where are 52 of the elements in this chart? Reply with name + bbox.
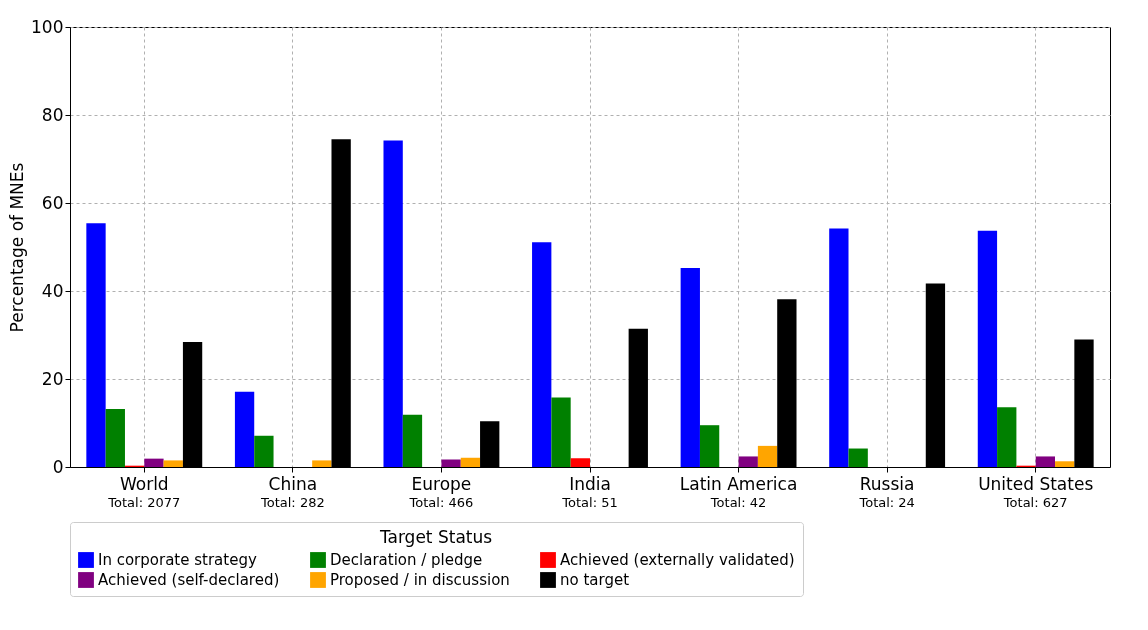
bar xyxy=(551,397,571,467)
bar xyxy=(402,414,423,467)
bar xyxy=(829,228,849,467)
bar xyxy=(1055,461,1075,467)
legend-title: Target Status xyxy=(378,527,493,547)
bar xyxy=(312,460,332,467)
bar xyxy=(699,425,720,467)
text: Total: 2077 xyxy=(107,495,181,510)
bar xyxy=(163,460,183,467)
legend-label: Proposed / in discussion xyxy=(330,571,510,589)
y-tick-label: 80 xyxy=(41,104,64,125)
bar xyxy=(977,230,998,467)
bar xyxy=(144,458,164,467)
y-tick-label: 100 xyxy=(31,16,64,37)
bar xyxy=(848,448,868,467)
bar xyxy=(570,458,590,467)
legend-label: Declaration / pledge xyxy=(330,551,483,569)
bar xyxy=(86,223,106,467)
x-tick-label: Europe xyxy=(411,473,472,494)
y-tick-label: 60 xyxy=(41,192,64,213)
legend-label: Achieved (externally validated) xyxy=(560,551,795,569)
legend-label: Achieved (self-declared) xyxy=(98,571,280,589)
legend-label: In corporate strategy xyxy=(98,551,257,569)
y-tick-label: 0 xyxy=(52,456,64,477)
y-axis-title: Percentage of MNEs xyxy=(7,162,28,333)
bar xyxy=(254,435,274,467)
text: Total: 51 xyxy=(561,495,618,510)
text: Total: 627 xyxy=(1002,495,1068,510)
bar xyxy=(997,407,1017,467)
bar xyxy=(532,242,552,467)
bar xyxy=(234,391,255,467)
x-tick-label: Russia xyxy=(859,473,915,494)
x-tick-label: Latin America xyxy=(679,473,798,494)
legend-label: no target xyxy=(560,571,630,589)
y-tick-label: 20 xyxy=(41,368,64,389)
bar xyxy=(1035,456,1056,467)
bar xyxy=(460,457,481,467)
bar xyxy=(680,268,700,467)
text: Total: 42 xyxy=(709,495,767,510)
bar xyxy=(383,140,403,467)
bar xyxy=(441,459,461,467)
bar xyxy=(105,408,125,467)
x-tick-label: China xyxy=(268,473,318,494)
x-tick-label: World xyxy=(119,473,169,494)
x-tick-label: India xyxy=(569,473,611,494)
bar xyxy=(757,445,778,467)
text: Total: 282 xyxy=(260,495,325,510)
y-tick-label: 40 xyxy=(41,280,64,301)
x-tick-label: United States xyxy=(978,473,1094,494)
bar xyxy=(738,456,758,467)
text: Total: 466 xyxy=(408,495,474,510)
text: Total: 24 xyxy=(858,495,915,510)
